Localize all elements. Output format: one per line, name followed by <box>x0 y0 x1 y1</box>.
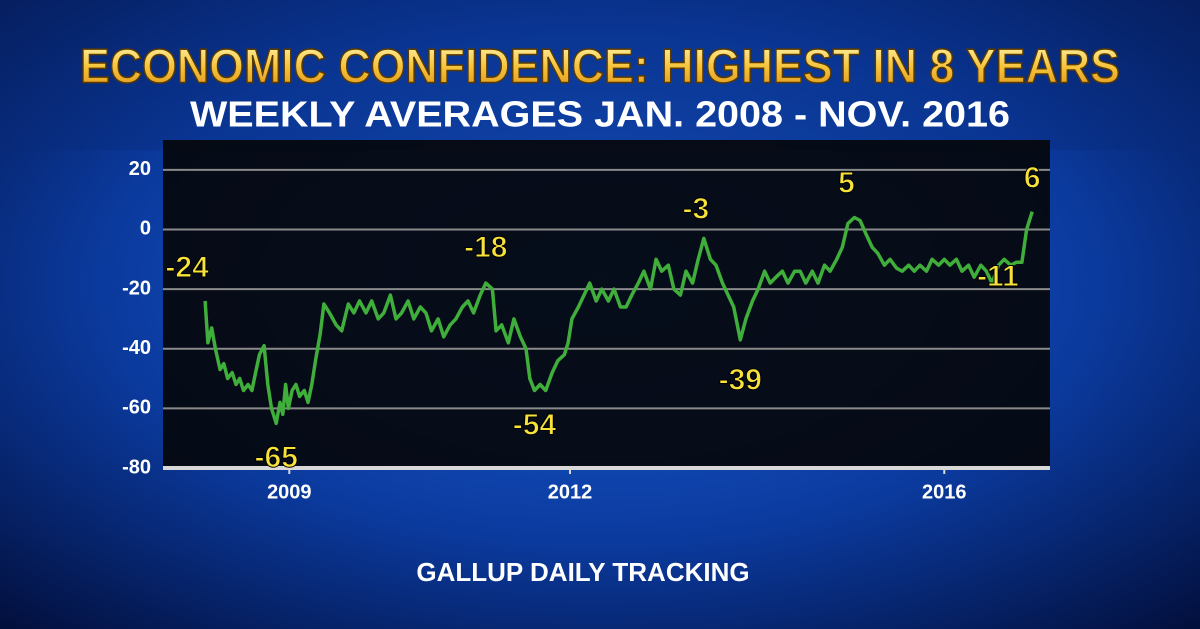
x-tick-label: 2012 <box>548 481 593 503</box>
annotation: -65 <box>255 441 298 474</box>
y-tick-label: 0 <box>140 218 151 240</box>
annotation: -39 <box>719 364 762 397</box>
y-tick-label: -80 <box>122 456 151 478</box>
x-tick-label: 2016 <box>922 481 967 503</box>
y-tick-label: -40 <box>122 337 151 359</box>
source-note: GALLUP DAILY TRACKING <box>416 557 749 587</box>
chart-title: ECONOMIC CONFIDENCE: HIGHEST IN 8 YEARS <box>80 41 1120 94</box>
y-tick-label: -60 <box>122 397 151 419</box>
data-line <box>203 211 1034 426</box>
annotation: -54 <box>513 408 557 441</box>
annotation: -24 <box>165 251 209 284</box>
y-tick-label: -20 <box>122 277 151 299</box>
x-tick-label: 2009 <box>267 481 312 503</box>
annotation: 6 <box>1024 161 1041 194</box>
plot-area <box>163 140 1050 468</box>
y-tick-label: 20 <box>129 158 151 180</box>
annotation: -11 <box>977 260 1019 293</box>
chart-subtitle: WEEKLY AVERAGES JAN. 2008 - NOV. 2016 <box>190 94 1010 135</box>
band <box>0 0 1200 150</box>
annotation: -18 <box>464 231 507 264</box>
annotation: -3 <box>682 192 709 225</box>
annotation: 5 <box>838 166 855 199</box>
